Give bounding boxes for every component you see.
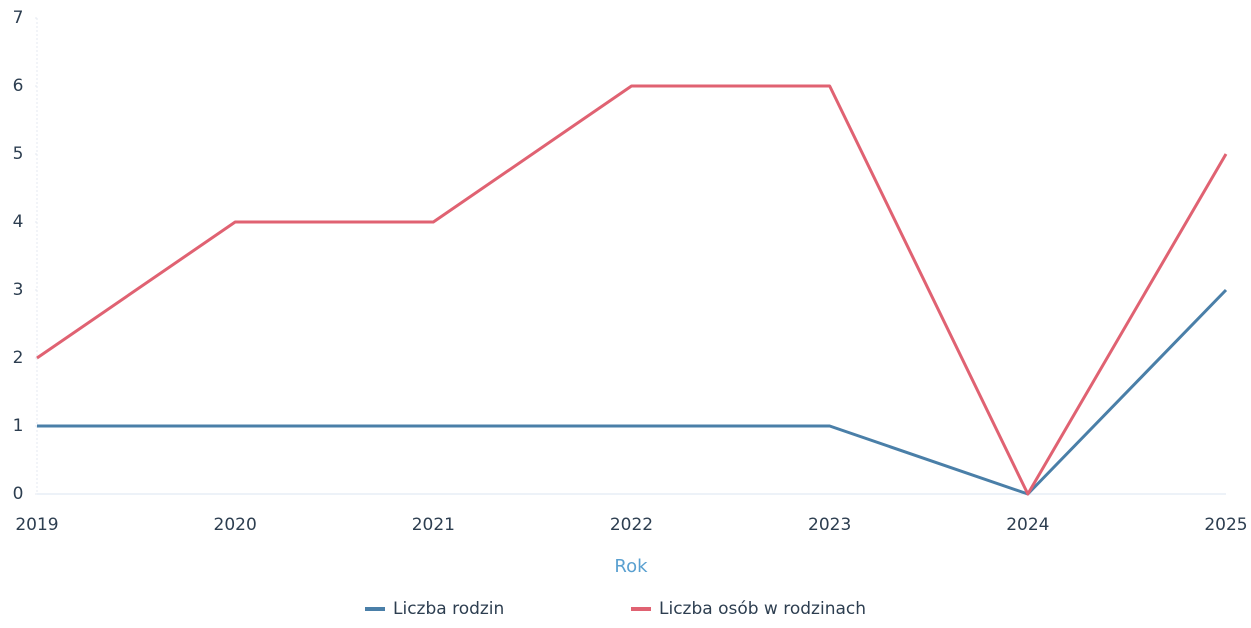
- x-axis-title: Rok: [614, 556, 648, 577]
- series-line: [37, 288, 1228, 496]
- x-tick-label: 2021: [412, 515, 455, 535]
- x-tick-label: 2023: [808, 515, 851, 535]
- y-tick-label: 1: [13, 416, 24, 436]
- x-tick-label: 2022: [610, 515, 653, 535]
- legend-label: Liczba osób w rodzinach: [659, 599, 866, 619]
- x-tick-label: 2025: [1204, 515, 1247, 535]
- y-tick-label: 2: [13, 348, 24, 368]
- x-tick-label: 2019: [15, 515, 58, 535]
- legend-label: Liczba rodzin: [393, 599, 504, 619]
- x-tick-label: 2024: [1006, 515, 1049, 535]
- y-tick-label: 5: [13, 144, 24, 164]
- y-tick-label: 6: [13, 76, 24, 96]
- y-tick-label: 3: [13, 280, 24, 300]
- y-tick-label: 4: [13, 212, 24, 232]
- y-tick-label: 0: [13, 484, 24, 504]
- x-tick-label: 2020: [214, 515, 257, 535]
- series-line: [36, 84, 1228, 496]
- y-tick-label: 7: [13, 8, 24, 28]
